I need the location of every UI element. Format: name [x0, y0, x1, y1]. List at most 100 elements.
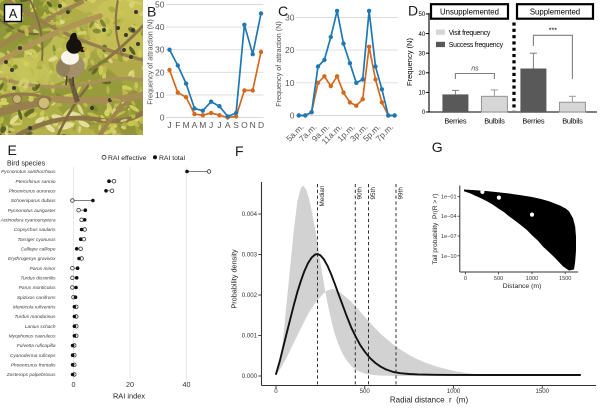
svg-text:B: B — [147, 4, 156, 20]
svg-text:95th: 95th — [370, 187, 377, 200]
svg-text:***: *** — [549, 28, 557, 35]
svg-text:Supplemented: Supplemented — [530, 7, 580, 16]
svg-text:Unsupplemented: Unsupplemented — [440, 7, 499, 16]
svg-text:Parus minor: Parus minor — [30, 266, 56, 272]
svg-text:RAI index: RAI index — [113, 392, 145, 401]
svg-text:0: 0 — [464, 276, 467, 282]
svg-text:40: 40 — [183, 380, 191, 389]
svg-text:A: A — [192, 120, 198, 130]
svg-text:Radial distance r (m): Radial distance r (m) — [390, 395, 469, 404]
svg-text:Copsychus saularis: Copsychus saularis — [14, 227, 56, 233]
svg-text:Success frequency: Success frequency — [449, 42, 504, 49]
svg-text:20: 20 — [285, 45, 295, 55]
svg-text:30: 30 — [419, 51, 426, 57]
svg-text:40: 40 — [419, 32, 426, 38]
svg-text:Phoenicurus auroreus: Phoenicurus auroreus — [9, 188, 57, 194]
svg-text:10: 10 — [155, 90, 165, 100]
svg-text:Pterorhinus sannio: Pterorhinus sannio — [16, 179, 56, 185]
svg-text:30: 30 — [285, 12, 295, 22]
svg-text:F: F — [175, 120, 180, 130]
svg-text:0: 0 — [72, 380, 76, 389]
svg-text:J: J — [217, 120, 221, 130]
svg-text:Parus monticolus: Parus monticolus — [19, 285, 56, 291]
svg-text:20: 20 — [419, 71, 426, 77]
svg-text:500: 500 — [360, 388, 371, 395]
svg-text:10: 10 — [285, 78, 295, 88]
svg-text:Erythrogenys gravivox: Erythrogenys gravivox — [8, 256, 56, 262]
svg-text:Visit frequency: Visit frequency — [449, 30, 491, 37]
svg-text:0: 0 — [274, 388, 278, 395]
svg-text:Lanius schach: Lanius schach — [25, 324, 56, 330]
svg-text:1e−10: 1e−10 — [441, 254, 457, 260]
svg-text:0.003: 0.003 — [242, 252, 258, 259]
svg-text:Myophonus caeruleus: Myophonus caeruleus — [9, 333, 57, 339]
svg-text:Phoenicurus frontalis: Phoenicurus frontalis — [11, 362, 56, 368]
svg-text:E: E — [8, 142, 17, 158]
svg-text:1500: 1500 — [559, 276, 571, 282]
svg-text:0: 0 — [290, 111, 295, 121]
svg-text:30: 30 — [155, 45, 165, 55]
svg-text:40: 40 — [155, 22, 165, 32]
svg-text:99th: 99th — [397, 187, 404, 200]
svg-text:D: D — [258, 120, 264, 130]
svg-text:J: J — [209, 120, 213, 130]
svg-text:D: D — [408, 3, 418, 19]
svg-text:M: M — [199, 120, 206, 130]
svg-text:0: 0 — [422, 110, 426, 116]
svg-text:Monticola rufiventris: Monticola rufiventris — [13, 304, 56, 310]
svg-text:1e−04: 1e−04 — [441, 214, 457, 220]
svg-text:O: O — [241, 120, 248, 130]
svg-text:1000: 1000 — [526, 276, 538, 282]
svg-text:0.004: 0.004 — [242, 211, 258, 218]
svg-text:1e−07: 1e−07 — [441, 234, 457, 240]
svg-text:C: C — [278, 3, 288, 19]
svg-text:Turdus mandarinus: Turdus mandarinus — [15, 314, 57, 320]
svg-text:Fulvetta ruficapilla: Fulvetta ruficapilla — [17, 343, 56, 349]
svg-text:RAI effective: RAI effective — [108, 155, 147, 162]
svg-text:N: N — [250, 120, 256, 130]
svg-text:Berries: Berries — [444, 117, 467, 126]
svg-text:0: 0 — [160, 113, 165, 123]
svg-text:Bulbils: Bulbils — [562, 117, 583, 126]
svg-text:RAI total: RAI total — [159, 155, 186, 162]
svg-text:A: A — [225, 120, 231, 130]
svg-text:1e−01: 1e−01 — [441, 194, 457, 200]
svg-text:Median: Median — [319, 185, 326, 206]
svg-text:J: J — [167, 120, 171, 130]
svg-text:ns: ns — [471, 66, 479, 73]
svg-text:S: S — [233, 120, 239, 130]
svg-text:Bird species: Bird species — [7, 161, 46, 168]
svg-text:A: A — [9, 7, 18, 21]
svg-text:500: 500 — [494, 276, 503, 282]
svg-text:50: 50 — [419, 12, 426, 18]
svg-text:Berries: Berries — [522, 117, 545, 126]
svg-text:20: 20 — [126, 380, 134, 389]
svg-text:Distance (m): Distance (m) — [503, 283, 542, 290]
svg-text:Pycnonotus aurigaster: Pycnonotus aurigaster — [8, 208, 56, 214]
svg-text:Probability density: Probability density — [230, 249, 239, 309]
svg-text:Frequency of attraction (N): Frequency of attraction (N) — [274, 21, 283, 107]
svg-text:Schoeniparus dubius: Schoeniparus dubius — [11, 198, 56, 204]
svg-text:50: 50 — [155, 0, 165, 10]
svg-text:Cyanoderma ruficeps: Cyanoderma ruficeps — [10, 353, 56, 359]
svg-text:1000: 1000 — [447, 388, 461, 395]
svg-text:0.002: 0.002 — [242, 292, 258, 299]
svg-text:Frequency of attraction (N): Frequency of attraction (N) — [146, 19, 155, 105]
svg-text:Bulbils: Bulbils — [484, 117, 505, 126]
svg-text:Actinodura cyanouroptera: Actinodura cyanouroptera — [0, 217, 56, 223]
svg-text:0.001: 0.001 — [242, 333, 258, 340]
svg-text:M: M — [183, 120, 190, 130]
svg-text:20: 20 — [155, 67, 165, 77]
svg-text:Turdus dissimilis: Turdus dissimilis — [20, 275, 56, 281]
svg-text:G: G — [432, 139, 443, 155]
svg-text:Zosterops palpebrosus: Zosterops palpebrosus — [6, 372, 56, 378]
svg-text:1500: 1500 — [535, 388, 549, 395]
svg-text:Frequency (N): Frequency (N) — [405, 38, 414, 86]
svg-text:0.000: 0.000 — [242, 373, 258, 380]
svg-text:Spizixos canifrons: Spizixos canifrons — [17, 295, 56, 301]
svg-text:F: F — [235, 143, 244, 159]
svg-text:Pycnonotus xanthorrhous: Pycnonotus xanthorrhous — [1, 169, 56, 175]
svg-text:Calliope calliope: Calliope calliope — [21, 246, 56, 252]
svg-text:Tail probability Pr(R > r): Tail probability Pr(R > r) — [432, 194, 439, 265]
svg-text:90th: 90th — [357, 187, 364, 200]
